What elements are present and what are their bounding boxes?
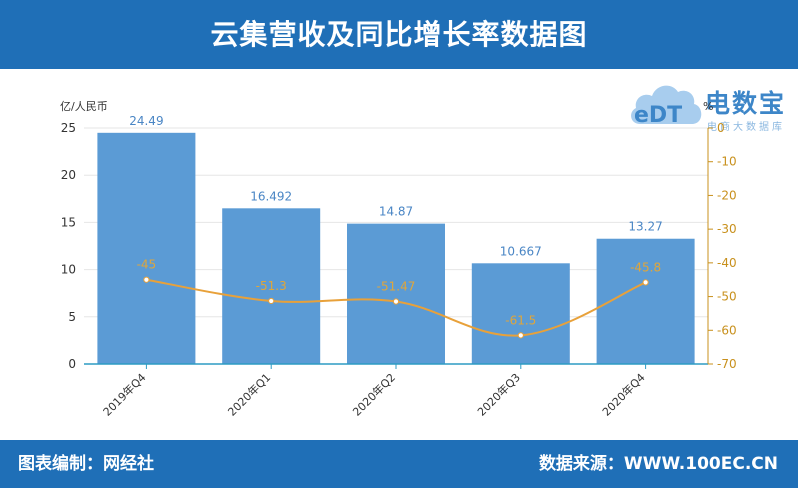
x-tick-label: 2020年Q3: [474, 370, 523, 419]
bar-data-label: 16.492: [250, 189, 292, 203]
growth-line-series: -45 -51.3 -51.47 -61.5 -45.8: [137, 258, 661, 339]
x-tick-label: 2019年Q4: [100, 370, 149, 419]
logo-subtitle: 电商大数据库: [707, 122, 785, 133]
bar: [222, 208, 321, 364]
logo-name: 电数宝: [705, 89, 787, 118]
y-right-tick-label: -10: [717, 155, 737, 169]
line-data-label: -45: [137, 258, 157, 272]
line-point: [642, 279, 649, 286]
header-bar: [0, 0, 798, 69]
x-tick-label: 2020年Q2: [350, 370, 399, 419]
combo-chart: 24.49 16.492 14.87 10.667 13.27 -45 -51.3 -51.…: [60, 100, 737, 419]
y-tick-label: 20: [61, 168, 76, 182]
y-tick-label: 25: [61, 121, 76, 135]
bar-data-label: 10.667: [500, 244, 542, 258]
y-right-tick-label: -40: [717, 256, 737, 270]
bar-data-label: 24.49: [129, 114, 163, 128]
y-tick-label: 15: [61, 215, 76, 229]
y-right-tick-label: 0: [717, 121, 725, 135]
footer-bar: 图表编制：网经社 数据来源：WWW.100EC.CN: [0, 440, 798, 488]
y-right-tick-label: -70: [717, 357, 737, 371]
y-tick-label: 10: [61, 263, 76, 277]
y-right-tick-label: -20: [717, 188, 737, 202]
bar: [471, 263, 570, 364]
chart-title: 云集营收及同比增长率数据图: [210, 18, 588, 51]
y-axis-right-label: %: [703, 100, 713, 113]
line-data-label: -45.8: [630, 260, 661, 274]
y-tick-label: 5: [68, 310, 76, 324]
cloud-icon: eDT: [631, 85, 702, 128]
line-data-label: -51.3: [256, 279, 287, 293]
bar-data-label: 13.27: [628, 220, 662, 234]
line-point: [517, 332, 524, 339]
y-right-tick-label: -60: [717, 323, 737, 337]
y-tick-label: 0: [68, 357, 76, 371]
line-point: [392, 298, 400, 305]
y-axis-label: 亿/人民币: [60, 100, 108, 113]
bar-series: 24.49 16.492 14.87 10.667 13.27: [97, 114, 695, 364]
line-data-label: -51.47: [377, 280, 416, 294]
logo-mark: eDT: [634, 103, 682, 128]
logo: eDT 电数宝 电商大数据库: [628, 72, 794, 134]
line-point: [268, 297, 275, 305]
bar-data-label: 14.87: [379, 205, 413, 219]
x-tick-label: 2020年Q1: [225, 370, 274, 419]
footer-source: 数据来源：WWW.100EC.CN: [538, 454, 778, 474]
bar: [347, 223, 445, 364]
y-right-tick-label: -30: [717, 222, 737, 236]
line-data-label: -61.5: [505, 313, 536, 327]
bar: [596, 238, 695, 364]
bar: [97, 132, 196, 364]
line-point: [143, 276, 150, 283]
x-tick-label: 2020年Q4: [599, 370, 648, 419]
y-right-tick-label: -50: [717, 290, 737, 304]
footer-credit: 图表编制：网经社: [18, 454, 154, 474]
